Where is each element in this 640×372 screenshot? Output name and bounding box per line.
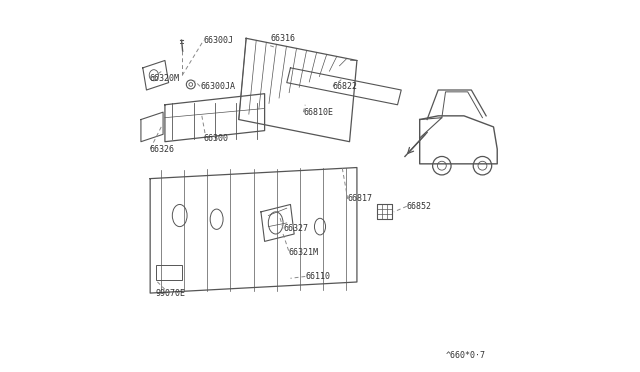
Text: 66321M: 66321M [289,248,319,257]
Text: 66822: 66822 [333,82,358,91]
Text: 66110: 66110 [305,272,330,281]
Text: 66300JA: 66300JA [200,82,235,91]
Text: 66817: 66817 [348,195,372,203]
Text: 66320M: 66320M [149,74,179,83]
Text: 66810E: 66810E [303,108,333,117]
Text: 66326: 66326 [149,145,175,154]
Text: 66316: 66316 [270,34,295,43]
Text: 66300: 66300 [204,134,228,142]
Text: 66327: 66327 [283,224,308,233]
Text: 66300J: 66300J [204,36,234,45]
Text: ^660*0·7: ^660*0·7 [446,350,486,359]
Text: 66852: 66852 [407,202,432,211]
Text: 99070E: 99070E [156,289,186,298]
